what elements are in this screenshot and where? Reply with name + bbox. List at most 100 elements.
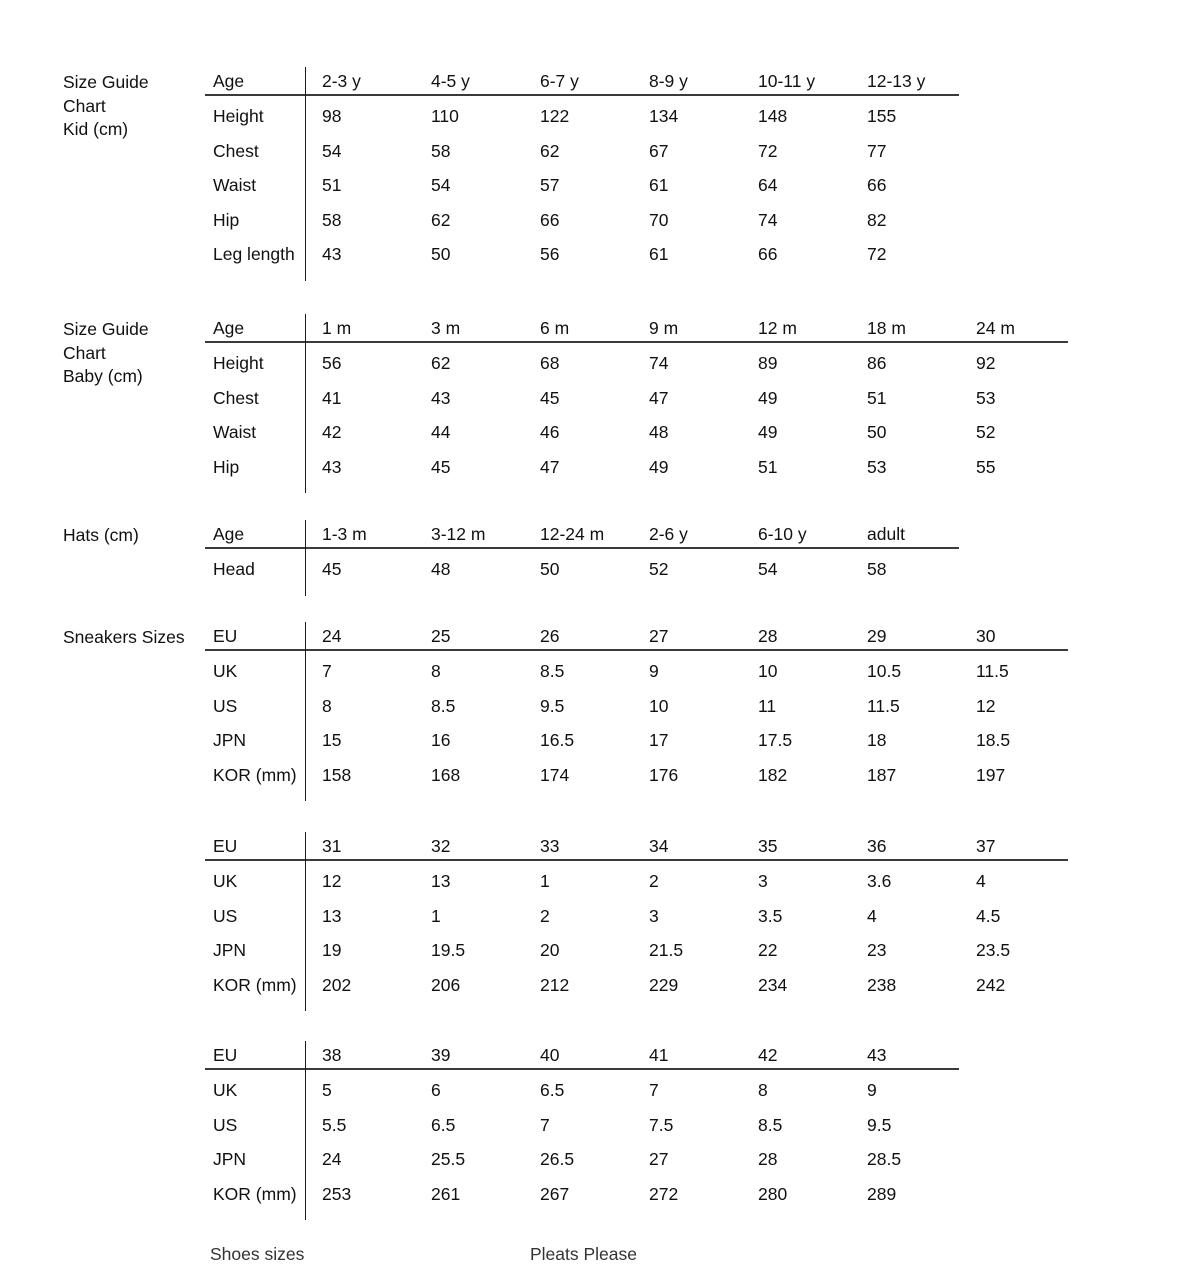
- value-cell: 44: [431, 422, 451, 442]
- header-row-label: EU: [213, 836, 238, 856]
- value-cell: 9.5: [867, 1114, 892, 1135]
- header-cell: 3 m: [431, 318, 461, 338]
- row-label: KOR (mm): [213, 1183, 297, 1204]
- table-row: Head 45 48 50 52 54 58: [205, 559, 959, 594]
- value-cell: 50: [540, 559, 560, 579]
- value-cell: 47: [649, 387, 669, 408]
- value-cell: 12: [322, 871, 342, 891]
- section-title: Sneakers Sizes: [63, 626, 213, 650]
- table-row: Waist 42 44 46 48 49 50 52: [205, 422, 1068, 457]
- value-cell: 13: [322, 905, 342, 926]
- table-row: KOR (mm) 202 206 212 229 234 238 242: [205, 975, 1068, 1010]
- value-cell: 51: [758, 456, 778, 477]
- header-cell: 43: [867, 1045, 887, 1065]
- header-cell: 34: [649, 836, 669, 856]
- value-cell: 8: [758, 1080, 768, 1100]
- table-header-row: Age 1-3 m 3-12 m 12-24 m 2-6 y 6-10 y adult: [205, 524, 959, 559]
- value-cell: 49: [758, 422, 778, 442]
- value-cell: 56: [322, 353, 342, 373]
- value-cell: 2: [649, 871, 659, 891]
- value-cell: 110: [431, 106, 459, 126]
- value-cell: 52: [649, 559, 669, 579]
- value-cell: 74: [649, 353, 669, 373]
- value-cell: 7: [649, 1080, 659, 1100]
- value-cell: 9: [867, 1080, 877, 1100]
- value-cell: 55: [976, 456, 996, 477]
- value-cell: 16: [431, 730, 451, 750]
- table-header-row: EU 31 32 33 34 35 36 37: [205, 836, 1068, 871]
- table-row: Hip 43 45 47 49 51 53 55: [205, 457, 1068, 492]
- header-cell: 1-3 m: [322, 524, 367, 544]
- value-cell: 212: [540, 974, 570, 995]
- table-row: JPN 24 25.5 26.5 27 28 28.5: [205, 1149, 959, 1184]
- value-cell: 52: [976, 422, 996, 442]
- value-cell: 67: [649, 140, 669, 161]
- value-cell: 12: [976, 695, 996, 716]
- value-cell: 22: [758, 940, 778, 960]
- value-cell: 182: [758, 764, 788, 785]
- value-cell: 10.5: [867, 661, 902, 681]
- column-divider: [305, 832, 306, 1011]
- value-cell: 72: [758, 140, 778, 161]
- header-cell: 27: [649, 626, 669, 646]
- table-row: UK 7 8 8.5 9 10 10.5 11.5: [205, 661, 1068, 696]
- value-cell: 176: [649, 764, 679, 785]
- header-cell: 24 m: [976, 318, 1015, 338]
- row-label: Leg length: [213, 244, 295, 264]
- header-cell: 39: [431, 1045, 451, 1065]
- header-cell: 32: [431, 836, 451, 856]
- value-cell: 9.5: [540, 695, 565, 716]
- table-row: Hip 58 62 66 70 74 82: [205, 210, 959, 245]
- value-cell: 61: [649, 244, 669, 264]
- value-cell: 18.5: [976, 730, 1011, 750]
- header-cell: 6 m: [540, 318, 570, 338]
- header-cell: 9 m: [649, 318, 679, 338]
- value-cell: 18: [867, 730, 887, 750]
- value-cell: 289: [867, 1183, 897, 1204]
- value-cell: 70: [649, 209, 669, 230]
- value-cell: 54: [322, 140, 342, 161]
- header-cell: 26: [540, 626, 560, 646]
- value-cell: 24: [322, 1149, 342, 1169]
- value-cell: 3: [649, 905, 659, 926]
- table-row: UK 12 13 1 2 3 3.6 4: [205, 871, 1068, 906]
- value-cell: 6.5: [540, 1080, 565, 1100]
- value-cell: 43: [322, 456, 342, 477]
- value-cell: 134: [649, 106, 679, 126]
- value-cell: 48: [431, 559, 451, 579]
- value-cell: 267: [540, 1183, 570, 1204]
- value-cell: 26.5: [540, 1149, 575, 1169]
- header-row-label: Age: [213, 71, 245, 91]
- row-label: UK: [213, 661, 238, 681]
- value-cell: 42: [322, 422, 342, 442]
- header-cell: 2-6 y: [649, 524, 688, 544]
- value-cell: 61: [649, 175, 669, 195]
- cropped-text: Shoes sizes: [210, 1244, 305, 1264]
- column-divider: [305, 314, 306, 493]
- value-cell: 49: [649, 456, 669, 477]
- section-title-line: Chart: [63, 342, 106, 363]
- table-row: Height 56 62 68 74 89 86 92: [205, 353, 1068, 388]
- header-cell: 8-9 y: [649, 71, 688, 91]
- data-table: EU 38 39 40 41 42 43 UK 5 6 6.5 7 8 9 US 5.5 6.5 7 7.5 8.5 9…: [205, 1041, 959, 1220]
- value-cell: 62: [431, 353, 451, 373]
- section-title-line: Sneakers Sizes: [63, 627, 185, 647]
- value-cell: 57: [540, 175, 560, 195]
- header-cell: 29: [867, 626, 887, 646]
- value-cell: 174: [540, 764, 570, 785]
- value-cell: 10: [649, 695, 669, 716]
- row-label: JPN: [213, 1149, 247, 1169]
- row-label: Chest: [213, 140, 259, 161]
- value-cell: 45: [431, 456, 451, 477]
- value-cell: 21.5: [649, 940, 684, 960]
- value-cell: 15: [322, 730, 342, 750]
- value-cell: 8.5: [431, 695, 456, 716]
- value-cell: 45: [540, 387, 560, 408]
- header-cell: 37: [976, 836, 996, 856]
- row-label: US: [213, 905, 238, 926]
- table-row: Waist 51 54 57 61 64 66: [205, 175, 959, 210]
- value-cell: 58: [867, 559, 887, 579]
- row-label: JPN: [213, 940, 247, 960]
- value-cell: 202: [322, 974, 352, 995]
- value-cell: 66: [867, 175, 887, 195]
